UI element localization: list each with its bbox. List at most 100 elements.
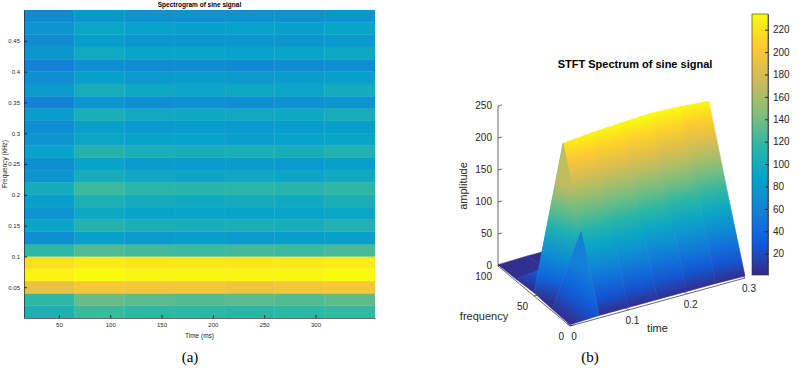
cell [225,256,274,268]
cell [125,121,175,133]
cell [125,219,175,231]
tick: 0.1 [12,254,27,260]
tick-label: 300 [311,322,322,328]
cell [225,22,274,34]
cell [125,269,175,281]
tick-label: 40 [773,226,785,237]
tick: 0.45 [8,38,27,44]
tick: 0.15 [8,223,27,229]
surface-panel: 00.10.20.3050100050100150200250timefrequ… [457,14,790,366]
cell [175,232,225,244]
cell [325,195,375,207]
chart-title: Spectrogram of sine signal [158,1,242,9]
cell [74,59,124,71]
tick-label: 160 [773,92,790,103]
background [0,0,799,381]
cell [325,47,375,59]
tick-label: 150 [157,322,168,328]
tick-label: 0.35 [8,100,20,106]
panel-caption: (a) [182,349,199,366]
tick-mark [24,195,27,196]
cell [125,306,175,318]
cell [274,244,324,256]
cell [175,96,225,108]
cell [24,244,74,256]
cell [274,10,324,22]
tick-label: 200 [208,322,219,328]
cell [74,232,124,244]
cell [24,96,74,108]
tick-label: 180 [773,69,790,80]
cell [274,232,324,244]
cell [125,293,175,305]
tick-label: 0.45 [8,38,20,44]
cell [325,269,375,281]
cell [175,293,225,305]
cell [24,232,74,244]
tick-label: 200 [475,132,492,143]
tick: 0.05 [8,285,27,291]
tick-label: 50 [56,322,63,328]
tick: 150 [475,164,502,175]
cell [225,170,274,182]
cell [274,35,324,47]
cell [325,182,375,194]
cell [125,47,175,59]
cell [24,10,74,22]
cell [125,244,175,256]
cell [175,244,225,256]
cell [24,133,74,145]
cell [125,170,175,182]
cell [274,109,324,121]
tick-mark [765,209,768,210]
cell [225,244,274,256]
cell [225,47,274,59]
tick-label: 0.2 [684,299,698,310]
tick-label: 100 [475,196,492,207]
cell [274,96,324,108]
cell [175,219,225,231]
tick: 0.3 [742,275,756,294]
tick-mark [765,30,768,31]
cell [274,207,324,219]
tick-mark [570,325,574,326]
tick-label: 0.1 [625,315,639,326]
figure: 501001502002503000.050.10.150.20.250.30.… [0,0,799,381]
tick-label: 0 [486,260,492,271]
cell [74,244,124,256]
cell [325,256,375,268]
tick-mark [110,315,111,318]
cell [74,35,124,47]
tick-label: 100 [475,271,492,282]
tick-mark [765,119,768,120]
cell [274,293,324,305]
tick-mark [765,142,768,143]
tick: 150 [157,315,168,328]
cell [325,35,375,47]
cell [274,158,324,170]
cell [125,59,175,71]
tick-mark [24,287,27,288]
cell [274,306,324,318]
surface [498,101,745,324]
cell [225,133,274,145]
cell [175,59,225,71]
cell [125,256,175,268]
colorbar: 20406080100120140160180200220 [752,14,790,276]
tick: 0 [567,323,577,342]
tick-mark [765,97,768,98]
tick: 200 [765,47,790,58]
cell [274,84,324,96]
tick-mark [498,105,502,106]
cell [325,96,375,108]
cell [325,121,375,133]
cell [74,293,124,305]
cell [225,219,274,231]
cell [74,158,124,170]
cell [125,84,175,96]
tick-mark [162,315,163,318]
cell [274,47,324,59]
cell [24,158,74,170]
cell [74,269,124,281]
tick-label: 0.3 [12,131,21,137]
